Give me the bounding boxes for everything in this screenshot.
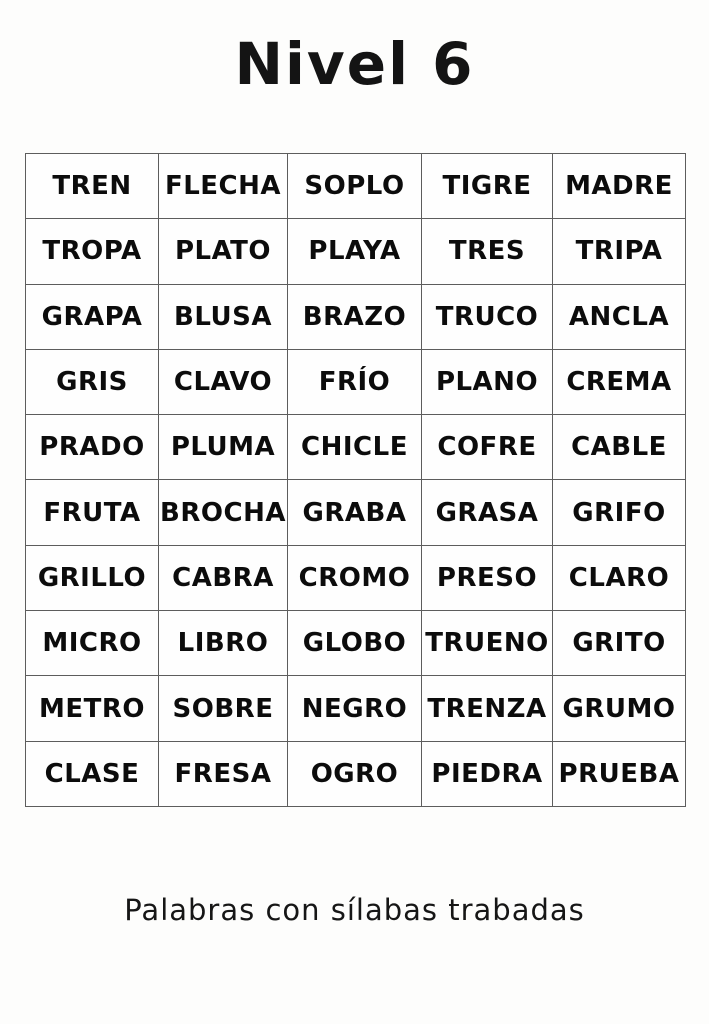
word-cell: GRAPA [26, 284, 159, 350]
word-cell: TRUENO [422, 611, 553, 677]
word-cell: NEGRO [288, 676, 422, 742]
word-cell: PLANO [422, 349, 553, 416]
word-cell: GRASA [422, 480, 553, 546]
word-cell: SOPLO [288, 154, 422, 220]
word-cell: METRO [26, 676, 159, 742]
word-cell: TIGRE [422, 154, 553, 220]
word-cell: TRIPA [553, 219, 686, 285]
word-cell: CLARO [553, 545, 686, 612]
word-cell: CLAVO [159, 349, 288, 416]
word-cell: GRUMO [553, 676, 686, 742]
worksheet-caption: Palabras con sílabas trabadas [124, 892, 585, 927]
word-cell: TRES [422, 219, 553, 285]
word-cell: PLATO [159, 219, 288, 285]
word-cell: GRABA [288, 480, 422, 546]
word-cell: OGRO [288, 741, 422, 807]
word-cell: GLOBO [288, 611, 422, 677]
word-cell: MICRO [26, 611, 159, 677]
word-cell: LIBRO [159, 611, 288, 677]
word-cell: GRILLO [26, 545, 159, 612]
word-cell: BROCHA [159, 480, 288, 546]
word-cell: GRIFO [553, 480, 686, 546]
word-cell: CREMA [553, 349, 686, 416]
word-cell: BLUSA [159, 284, 288, 350]
word-cell: TRUCO [422, 284, 553, 350]
word-cell: PRUEBA [553, 741, 686, 807]
word-cell: FLECHA [159, 154, 288, 220]
word-cell: TRENZA [422, 676, 553, 742]
word-cell: FRESA [159, 741, 288, 807]
word-cell: SOBRE [159, 676, 288, 742]
word-cell: COFRE [422, 415, 553, 481]
word-cell: CHICLE [288, 415, 422, 481]
word-cell: PRESO [422, 545, 553, 612]
word-cell: PIEDRA [422, 741, 553, 807]
word-cell: TREN [26, 154, 159, 220]
word-cell: PLUMA [159, 415, 288, 481]
word-cell: ANCLA [553, 284, 686, 350]
word-cell: GRITO [553, 611, 686, 677]
word-cell: TROPA [26, 219, 159, 285]
word-cell: BRAZO [288, 284, 422, 350]
page-title: Nivel 6 [234, 30, 475, 98]
word-cell: GRIS [26, 349, 159, 416]
word-table: TREN FLECHA SOPLO TIGRE MADRE TROPA PLAT… [25, 153, 686, 807]
word-cell: PRADO [26, 415, 159, 481]
word-cell: FRUTA [26, 480, 159, 546]
word-cell: CABRA [159, 545, 288, 612]
word-cell: CLASE [26, 741, 159, 807]
word-cell: CABLE [553, 415, 686, 481]
word-cell: MADRE [553, 154, 686, 220]
word-cell: CROMO [288, 545, 422, 612]
word-cell: FRÍO [288, 349, 422, 416]
word-cell: PLAYA [288, 219, 422, 285]
